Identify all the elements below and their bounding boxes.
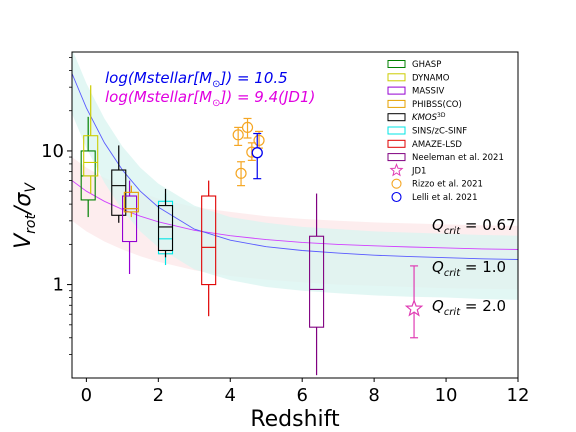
legend-swatch: [387, 60, 406, 68]
x-tick-label: 12: [507, 385, 530, 406]
annotation-qcrit-2-0: Qcrit = 2.0: [432, 297, 506, 318]
legend-label: Rizzo et al. 2021: [412, 180, 483, 190]
box-body: [123, 191, 139, 213]
band-high-mass: [72, 52, 518, 300]
box-body: [121, 195, 138, 243]
legend-item-rizzo-et-al-2021: Rizzo et al. 2021: [391, 178, 483, 190]
point-lelli-1: [251, 132, 263, 180]
legend-item-jd1: JD1: [389, 163, 426, 177]
legend-item-amaze-lsd: AMAZE-LSD: [387, 139, 462, 150]
legend-item-neeleman-et-al-2021: Neeleman et al. 2021: [387, 153, 504, 163]
marker-circle: [235, 167, 247, 179]
legend-swatch: [389, 163, 404, 177]
point-rizzo-3: [241, 117, 254, 139]
legend-swatch: [387, 139, 406, 148]
curve-high-mass: [72, 73, 518, 260]
box-body: [309, 235, 325, 328]
annotation-qcrit-0-67: Qcrit = 0.67: [432, 216, 516, 237]
legend-label: KMOS3D: [412, 112, 446, 123]
legend-label: GHASP: [412, 60, 441, 70]
plot-frame: [71, 51, 519, 379]
legend-label: DYNAMO: [412, 73, 450, 83]
y-tick-label: 10: [41, 141, 64, 162]
x-tick-label: 0: [81, 385, 92, 406]
x-tick-label: 6: [296, 385, 307, 406]
x-tick-label: 2: [153, 385, 164, 406]
annotation-qcrit-1-0: Qcrit = 1.0: [432, 258, 506, 279]
legend-item-sins-zc-sinf: SINS/zC-SINF: [387, 126, 467, 137]
x-tick-label: 8: [368, 385, 379, 406]
x-axis-ticks: 0 2 4 6 8 10 12: [81, 378, 530, 406]
annotation-mass-9-4-jd1: log(Mstellar[M⊙]) = 9.4(JD1): [105, 88, 315, 109]
legend: GHASP DYNAMO MASSIV PHIBSS(CO) KMOS3D SINS/zC…: [387, 60, 504, 203]
x-tick-label: 4: [225, 385, 236, 406]
box-body: [83, 135, 99, 177]
legend-item-phibss-co-: PHIBSS(CO): [387, 99, 462, 110]
legend-swatch: [387, 73, 406, 82]
box-plots: [80, 85, 325, 376]
legend-label: JD1: [411, 166, 426, 176]
legend-label: AMAZE-LSD: [412, 140, 462, 150]
data-points: [232, 117, 424, 339]
x-tick-label: 10: [435, 385, 458, 406]
point-rizzo-2: [235, 161, 247, 187]
y-tick-label: 1: [53, 275, 64, 296]
legend-label: Lelli et al. 2021: [412, 193, 477, 203]
marker-circle: [232, 129, 244, 141]
y-axis-label: Vrot/σV: [11, 182, 39, 249]
box-phibss-co-: [123, 185, 139, 218]
legend-label: SINS/zC-SINF: [412, 127, 467, 137]
legend-item-massiv: MASSIV: [387, 86, 444, 97]
legend-label: PHIBSS(CO): [412, 100, 462, 110]
curve-low-mass: [72, 180, 518, 250]
legend-swatch: [387, 153, 406, 162]
legend-swatch: [387, 86, 406, 95]
y-axis-ticks: 1 10: [41, 57, 72, 355]
legend-label: MASSIV: [412, 87, 444, 97]
legend-item-ghasp: GHASP: [387, 60, 441, 70]
model-curves: [72, 73, 518, 260]
box-amaze-lsd: [201, 180, 217, 317]
legend-swatch: [391, 191, 402, 203]
box-body: [201, 195, 217, 286]
legend-swatch: [387, 99, 406, 108]
legend-item-lelli-et-al-2021: Lelli et al. 2021: [391, 191, 477, 203]
legend-swatch: [387, 126, 406, 135]
point-rizzo-5: [253, 130, 265, 149]
point-jd1: [404, 265, 424, 339]
box-dynamo: [83, 85, 99, 194]
legend-swatch: [391, 178, 402, 189]
box-body: [157, 205, 174, 252]
marker-circle: [241, 121, 254, 134]
point-rizzo-1: [232, 126, 244, 147]
legend-swatch: [387, 113, 406, 122]
legend-item-kmos: KMOS3D: [387, 112, 446, 123]
x-axis-label: Redshift: [250, 407, 340, 432]
legend-item-dynamo: DYNAMO: [387, 73, 450, 83]
marker-circle: [251, 147, 263, 159]
box-neeleman-et-al-2021: [309, 193, 325, 376]
marker-circle: [253, 134, 265, 146]
legend-label: Neeleman et al. 2021: [412, 153, 504, 163]
annotation-mass-10-5: log(Mstellar[M⊙]) = 10.5: [105, 69, 288, 90]
box-kmos3d-z2: [157, 188, 174, 258]
marker-star: [404, 299, 424, 317]
